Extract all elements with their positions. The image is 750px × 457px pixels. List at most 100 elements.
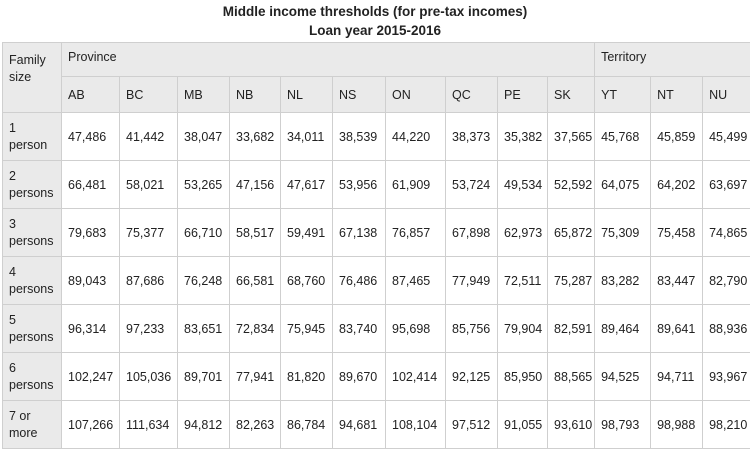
table-cell: 87,686	[119, 256, 178, 305]
table-cell: 67,898	[445, 208, 498, 257]
table-cell: 94,711	[650, 352, 704, 401]
family-size-header: Family size	[2, 42, 62, 113]
table-cell: 65,872	[546, 208, 596, 257]
col-header-nb: NB	[229, 76, 281, 113]
table-cell: 38,539	[332, 112, 386, 161]
province-group-header: Province	[60, 42, 596, 77]
col-header-nt: NT	[650, 76, 704, 113]
col-header-qc: QC	[445, 76, 498, 113]
table-cell: 75,945	[280, 304, 333, 353]
table-body: 1 person 47,486 41,442 38,047 33,682 34,…	[2, 112, 750, 449]
table-cell: 38,373	[445, 112, 498, 161]
table-cell: 49,534	[497, 160, 548, 209]
table-cell: 94,812	[177, 400, 230, 449]
table-cell: 83,282	[594, 256, 652, 305]
col-header-ns: NS	[332, 76, 386, 113]
table-cell: 77,941	[229, 352, 281, 401]
row-header-family-size: 6 persons	[2, 352, 62, 401]
table-row: 6 persons 102,247 105,036 89,701 77,941 …	[2, 352, 750, 401]
table-cell: 64,075	[594, 160, 652, 209]
table-cell: 77,949	[445, 256, 498, 305]
table-cell: 44,220	[385, 112, 446, 161]
table-cell: 82,591	[546, 304, 596, 353]
territory-group-header: Territory	[594, 42, 750, 77]
table-cell: 45,768	[594, 112, 652, 161]
table-cell: 95,698	[385, 304, 446, 353]
table-cell: 88,936	[702, 304, 750, 353]
table-cell: 47,156	[229, 160, 281, 209]
table-cell: 94,525	[594, 352, 652, 401]
col-header-sk: SK	[546, 76, 596, 113]
table-cell: 98,210	[702, 400, 750, 449]
table-cell: 52,592	[546, 160, 596, 209]
table-cell: 76,486	[332, 256, 386, 305]
table-cell: 64,202	[650, 160, 704, 209]
table-cell: 45,859	[650, 112, 704, 161]
table-cell: 102,414	[385, 352, 446, 401]
table-cell: 66,481	[61, 160, 120, 209]
table-cell: 92,125	[445, 352, 498, 401]
col-header-ab: AB	[61, 76, 120, 113]
table-cell: 97,233	[119, 304, 178, 353]
table-cell: 79,683	[61, 208, 120, 257]
table-cell: 66,581	[229, 256, 281, 305]
table-row: 4 persons 89,043 87,686 76,248 66,581 68…	[2, 256, 750, 305]
col-header-pe: PE	[497, 76, 548, 113]
table-cell: 85,756	[445, 304, 498, 353]
table-cell: 47,486	[61, 112, 120, 161]
table-cell: 89,701	[177, 352, 230, 401]
table-cell: 72,834	[229, 304, 281, 353]
table-cell: 91,055	[497, 400, 548, 449]
table-cell: 83,651	[177, 304, 230, 353]
table-cell: 61,909	[385, 160, 446, 209]
row-header-family-size: 1 person	[2, 112, 62, 161]
table-cell: 88,565	[546, 352, 596, 401]
row-header-family-size: 2 persons	[2, 160, 62, 209]
table-cell: 111,634	[119, 400, 178, 449]
table-cell: 58,021	[119, 160, 178, 209]
table-cell: 89,641	[650, 304, 704, 353]
table-row: 2 persons 66,481 58,021 53,265 47,156 47…	[2, 160, 750, 209]
table-cell: 58,517	[229, 208, 281, 257]
table-cell: 83,447	[650, 256, 704, 305]
table-cell: 93,967	[702, 352, 750, 401]
table-cell: 107,266	[61, 400, 120, 449]
table-cell: 59,491	[280, 208, 333, 257]
table-cell: 89,043	[61, 256, 120, 305]
row-header-family-size: 4 persons	[2, 256, 62, 305]
table-cell: 102,247	[61, 352, 120, 401]
table-cell: 86,784	[280, 400, 333, 449]
row-header-family-size: 7 or more	[2, 400, 62, 449]
table-cell: 47,617	[280, 160, 333, 209]
table-cell: 82,263	[229, 400, 281, 449]
table-cell: 62,973	[497, 208, 548, 257]
col-header-nl: NL	[280, 76, 333, 113]
table-caption: Middle income thresholds (for pre-tax in…	[0, 0, 750, 42]
table-cell: 94,681	[332, 400, 386, 449]
col-header-on: ON	[385, 76, 446, 113]
table-cell: 98,988	[650, 400, 704, 449]
header-group-row: Family size Province Territory	[2, 42, 750, 113]
table-cell: 41,442	[119, 112, 178, 161]
col-header-nu: NU	[702, 76, 750, 113]
table-row: 1 person 47,486 41,442 38,047 33,682 34,…	[2, 112, 750, 161]
table-cell: 108,104	[385, 400, 446, 449]
table-cell: 33,682	[229, 112, 281, 161]
table-cell: 66,710	[177, 208, 230, 257]
table-cell: 96,314	[61, 304, 120, 353]
table-cell: 87,465	[385, 256, 446, 305]
table-cell: 75,458	[650, 208, 704, 257]
col-header-yt: YT	[594, 76, 652, 113]
table-cell: 97,512	[445, 400, 498, 449]
table-cell: 82,790	[702, 256, 750, 305]
table-row: 5 persons 96,314 97,233 83,651 72,834 75…	[2, 304, 750, 353]
col-header-mb: MB	[177, 76, 230, 113]
caption-subtitle: Loan year 2015-2016	[308, 23, 442, 38]
table-cell: 93,610	[546, 400, 596, 449]
row-header-family-size: 3 persons	[2, 208, 62, 257]
row-header-family-size: 5 persons	[2, 304, 62, 353]
table-cell: 38,047	[177, 112, 230, 161]
table-cell: 74,865	[702, 208, 750, 257]
table-cell: 75,287	[546, 256, 596, 305]
table-cell: 35,382	[497, 112, 548, 161]
